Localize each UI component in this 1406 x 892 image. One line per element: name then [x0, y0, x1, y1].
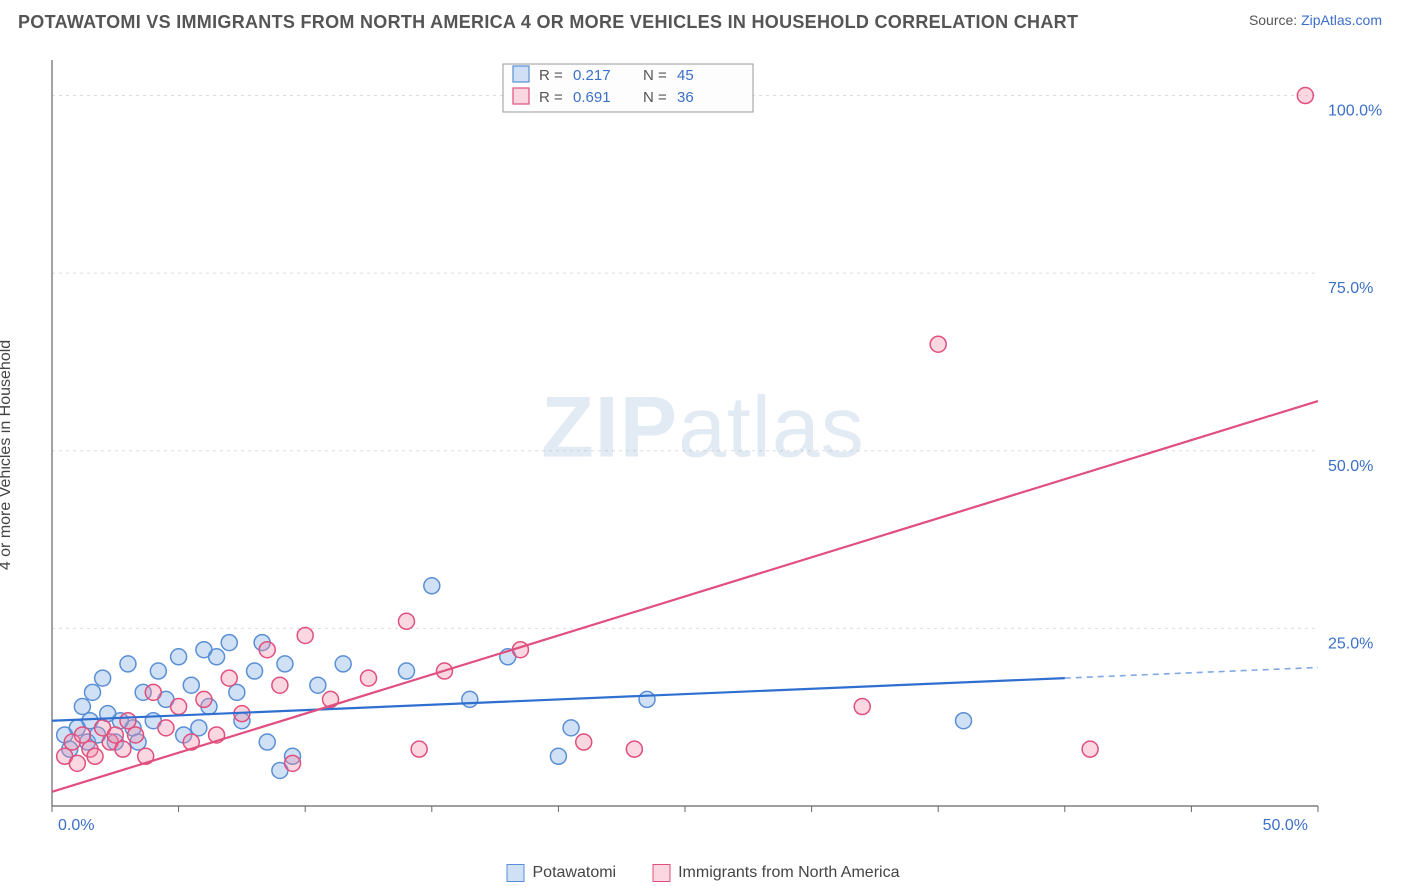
svg-text:0.217: 0.217 [573, 67, 611, 84]
swatch-immigrants [652, 864, 670, 882]
source-link[interactable]: ZipAtlas.com [1301, 12, 1382, 28]
scatter-plot: 25.0% 50.0% 75.0% 100.0% 0.0% 50.0% R = 0.217 N … [48, 56, 1388, 846]
source-label: Source: [1249, 12, 1297, 28]
bottom-legend: Potawatomi Immigrants from North America [507, 864, 900, 882]
svg-text:45: 45 [677, 67, 694, 84]
svg-text:50.0%: 50.0% [1263, 817, 1308, 834]
svg-text:75.0%: 75.0% [1328, 280, 1373, 297]
legend-label-potawatomi: Potawatomi [533, 864, 617, 882]
source: Source: ZipAtlas.com [1249, 12, 1382, 28]
legend-item-immigrants: Immigrants from North America [652, 864, 899, 882]
chart-title: POTAWATOMI VS IMMIGRANTS FROM NORTH AMER… [18, 12, 1078, 33]
legend-item-potawatomi: Potawatomi [507, 864, 617, 882]
legend-label-immigrants: Immigrants from North America [678, 864, 899, 882]
svg-text:N =: N = [643, 89, 667, 106]
svg-text:100.0%: 100.0% [1328, 103, 1382, 120]
svg-text:R =: R = [539, 67, 563, 84]
svg-text:50.0%: 50.0% [1328, 458, 1373, 475]
svg-text:R =: R = [539, 89, 563, 106]
svg-text:36: 36 [677, 89, 694, 106]
svg-text:N =: N = [643, 67, 667, 84]
swatch-potawatomi [507, 864, 525, 882]
svg-text:0.0%: 0.0% [58, 817, 94, 834]
y-axis-label: 4 or more Vehicles in Household [0, 340, 15, 570]
svg-text:25.0%: 25.0% [1328, 635, 1373, 652]
svg-text:0.691: 0.691 [573, 89, 611, 106]
